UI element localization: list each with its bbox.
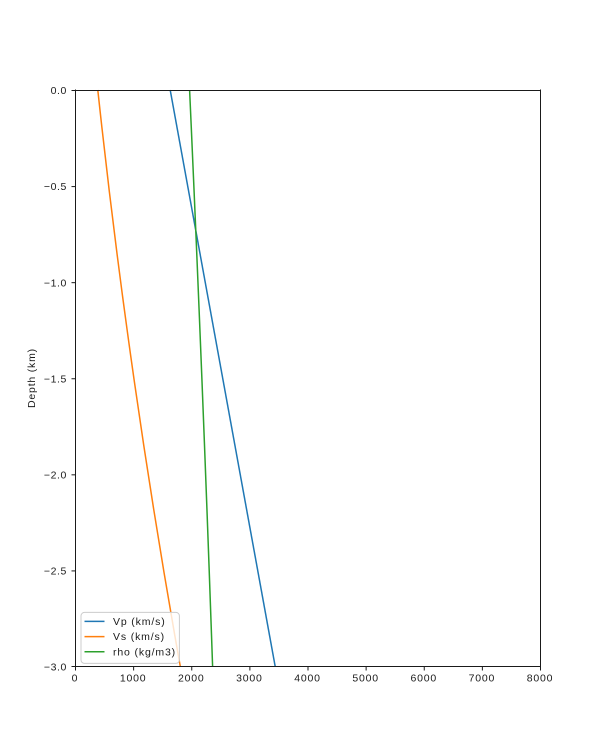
svg-text:7000: 7000 [469, 673, 496, 685]
svg-text:−3.0: −3.0 [44, 662, 67, 674]
svg-text:rho (kg/m3): rho (kg/m3) [113, 646, 176, 658]
svg-text:−1.0: −1.0 [44, 277, 67, 289]
svg-text:1000: 1000 [120, 673, 147, 685]
svg-text:−1.5: −1.5 [44, 373, 67, 385]
svg-text:8000: 8000 [527, 673, 554, 685]
svg-text:−2.5: −2.5 [44, 566, 67, 578]
svg-text:Depth (km): Depth (km) [26, 348, 38, 408]
svg-text:4000: 4000 [294, 673, 321, 685]
svg-text:0.0: 0.0 [51, 85, 67, 97]
svg-text:0: 0 [72, 673, 79, 685]
svg-text:3000: 3000 [236, 673, 263, 685]
svg-text:Vp (km/s): Vp (km/s) [113, 616, 166, 628]
svg-text:6000: 6000 [410, 673, 437, 685]
svg-text:2000: 2000 [178, 673, 205, 685]
svg-text:5000: 5000 [352, 673, 379, 685]
svg-text:Vs (km/s): Vs (km/s) [113, 631, 165, 643]
svg-text:−2.0: −2.0 [44, 469, 67, 481]
svg-text:−0.5: −0.5 [44, 181, 67, 193]
